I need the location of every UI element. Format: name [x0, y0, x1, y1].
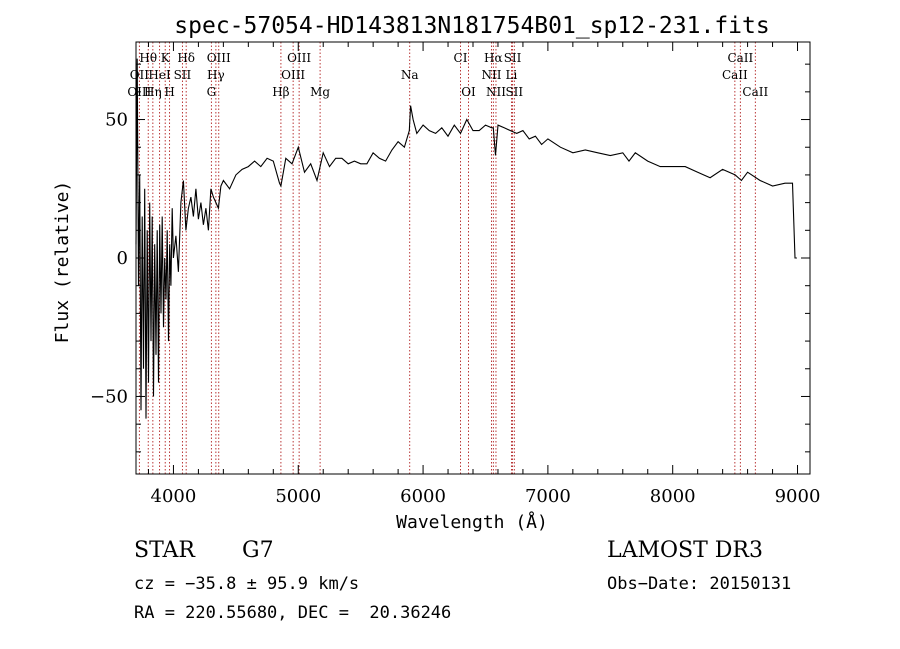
x-tick-label: 4000 [151, 486, 197, 507]
spectral-line-label: Na [401, 68, 419, 82]
survey-name: LAMOST DR3 [607, 538, 763, 563]
spectral-line-label: NII [481, 68, 501, 82]
spectral-line-label: Hα [484, 51, 503, 65]
spectral-line-label: OIII [287, 51, 311, 65]
spectral-line-label: Hβ [272, 85, 289, 99]
redshift-cz: cz = −35.8 ± 95.9 km/s [134, 574, 360, 594]
spectral-line-label: SII [504, 51, 522, 65]
axis-ticks [136, 42, 810, 474]
spectral-line-label: Hγ [207, 68, 225, 82]
spectral-line-label: K [161, 51, 171, 65]
spectral-line-label: SII [505, 85, 523, 99]
spectral-line-label: Hθ [139, 51, 157, 65]
spectral-line-label: H [164, 85, 174, 99]
chart-title: spec-57054-HD143813N181754B01_sp12-231.f… [174, 13, 769, 39]
spectral-line-label: G [207, 85, 217, 99]
x-tick-label: 9000 [775, 486, 821, 507]
coordinates: RA = 220.55680, DEC = 20.36246 [134, 603, 452, 623]
spectral-line-label: CaII [727, 51, 753, 65]
y-axis-label: Flux (relative) [52, 181, 73, 344]
spectral-line-label: Hη [144, 85, 162, 99]
observation-date: Obs−Date: 20150131 [607, 574, 792, 594]
y-tick-label: 0 [117, 248, 128, 269]
spectral-line-label: OII [130, 68, 150, 82]
spectral-line-label: Mg [310, 85, 330, 99]
object-class: STAR [134, 538, 195, 563]
spectral-line-label: Hδ [177, 51, 195, 65]
spectral-line-label: OIII [281, 68, 305, 82]
y-tick-label: −50 [90, 386, 128, 407]
spectral-line-label: CI [454, 51, 468, 65]
plot-frame [135, 41, 811, 475]
spectral-line-label: NII [486, 85, 506, 99]
x-tick-label: 5000 [275, 486, 321, 507]
spectral-line-label: OIII [207, 51, 231, 65]
x-tick-label: 6000 [400, 486, 446, 507]
spectral-line-markers [138, 42, 756, 474]
x-tick-label: 7000 [525, 486, 571, 507]
axis-tick-labels: 4000 5000 6000 7000 8000 9000 −50 0 50 [90, 110, 820, 507]
x-axis-label: Wavelength (Å) [396, 511, 548, 533]
spectral-line-label: Li [506, 68, 518, 82]
spectral-line-label: CaII [742, 85, 768, 99]
x-tick-label: 8000 [650, 486, 696, 507]
object-subclass: G7 [242, 538, 274, 563]
y-tick-label: 50 [105, 110, 128, 131]
spectral-line-label: HeI [148, 68, 171, 82]
spectrum-line [135, 58, 797, 419]
spectral-line-label: OI [461, 85, 476, 99]
spectral-line-label: SII [174, 68, 192, 82]
spectral-line-label: CaII [722, 68, 748, 82]
